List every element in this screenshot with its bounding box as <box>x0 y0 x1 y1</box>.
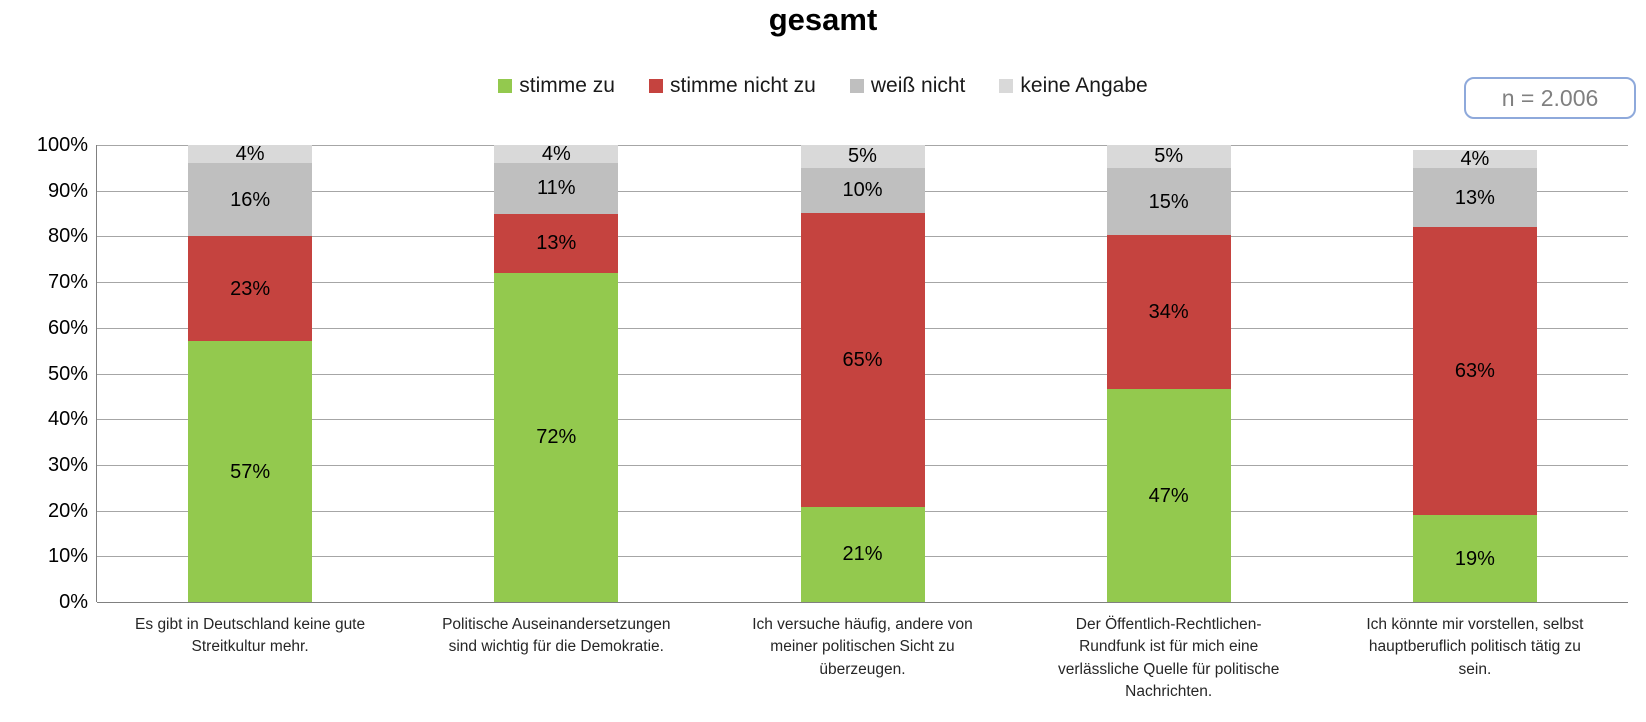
segment-value-label: 15% <box>1148 190 1189 213</box>
segment-value-label: 13% <box>536 232 577 255</box>
bar-segment: 15% <box>1106 167 1231 236</box>
y-tick-label: 50% <box>47 362 88 385</box>
y-tick-label: 60% <box>47 316 88 339</box>
legend: stimme zu stimme nicht zu weiß nicht keine … <box>0 74 1646 98</box>
y-tick-label: 10% <box>47 545 88 568</box>
legend-swatch-icon <box>648 79 663 93</box>
segment-value-label: 23% <box>230 277 271 300</box>
segment-value-label: 63% <box>1454 360 1495 383</box>
bar-segment: 63% <box>1412 227 1537 516</box>
segment-value-label: 4% <box>541 143 571 166</box>
bar-segment: 5% <box>1106 145 1231 168</box>
bar: 4% 16% 23% 57% <box>188 143 313 602</box>
legend-item-4: keine Angabe <box>999 74 1148 98</box>
bar-segment: 10% <box>800 167 925 213</box>
bar-segment: 11% <box>494 163 619 214</box>
segment-value-label: 13% <box>1454 186 1495 209</box>
category-label: Der Öffentlich-Rechtlichen- Rundfunk ist… <box>1057 616 1280 701</box>
segment-value-label: 16% <box>230 188 271 211</box>
segment-value-label: 21% <box>842 543 883 566</box>
segment-value-label: 34% <box>1148 301 1189 324</box>
bar-segment: 57% <box>188 341 313 602</box>
category-label: Politische Auseinandersetzungen sind wic… <box>442 616 671 656</box>
y-tick-label: 90% <box>47 179 88 202</box>
bar-segment: 23% <box>188 236 313 342</box>
bar-segment: 4% <box>188 143 313 166</box>
bar: 4% 11% 13% 72% <box>494 143 619 602</box>
bar-segment: 34% <box>1106 235 1231 390</box>
y-tick-label: 70% <box>47 271 88 294</box>
legend-swatch-icon <box>849 79 864 93</box>
legend-item-label: stimme nicht zu <box>669 74 816 97</box>
bar-segment: 13% <box>494 213 619 273</box>
segment-value-label: 5% <box>848 145 877 168</box>
bar-segment: 72% <box>494 272 619 602</box>
bar-segment: 4% <box>494 143 619 166</box>
x-axis-line <box>97 602 1628 603</box>
category-label: Es gibt in Deutschland keine gute Streit… <box>135 616 366 656</box>
y-axis-line <box>96 145 97 602</box>
bar-segment: 47% <box>1106 389 1231 602</box>
legend-item-label: stimme zu <box>519 74 615 97</box>
legend-swatch-icon <box>999 79 1014 93</box>
legend-swatch-icon <box>498 79 513 93</box>
bar-segment: 19% <box>1412 515 1537 602</box>
bar-segment: 5% <box>800 145 925 168</box>
category-label: Ich versuche häufig, andere von meiner p… <box>752 616 973 678</box>
bar: 4% 13% 63% 19% <box>1412 147 1537 602</box>
legend-item-label: keine Angabe <box>1020 74 1148 97</box>
legend-item-3: weiß nicht <box>849 74 966 98</box>
bar: 5% 10% 65% 21% <box>800 145 925 602</box>
segment-value-label: 72% <box>536 426 577 449</box>
segment-value-label: 19% <box>1454 547 1495 570</box>
bar-segment: 4% <box>1412 147 1537 170</box>
segment-value-label: 47% <box>1148 484 1189 507</box>
bar: 5% 15% 34% 47% <box>1106 145 1231 602</box>
bar-segment: 13% <box>1412 167 1537 228</box>
y-tick-label: 100% <box>36 134 88 156</box>
plot-area: 0% 10% 20% 30% 40% 50% 60% 70% 80% 90% 100% 4% 16% 23… <box>37 134 1628 613</box>
chart-title: gesamt <box>768 2 878 37</box>
bar-segment: 21% <box>800 506 925 602</box>
y-tick-label: 40% <box>47 408 88 431</box>
bar-segment: 65% <box>800 212 925 507</box>
segment-value-label: 10% <box>842 179 883 202</box>
legend-item-2: stimme nicht zu <box>648 74 816 98</box>
y-tick-label: 30% <box>47 453 88 476</box>
category-label: Ich könnte mir vorstellen, selbst hauptb… <box>1366 616 1584 678</box>
segment-value-label: 57% <box>230 460 271 483</box>
segment-value-label: 5% <box>1154 145 1184 168</box>
legend-item-label: weiß nicht <box>870 74 966 97</box>
y-tick-label: 20% <box>47 499 88 522</box>
segment-value-label: 65% <box>842 348 883 371</box>
category-axis-labels: Es gibt in Deutschland keine gute Streit… <box>97 614 1628 714</box>
y-tick-label: 0% <box>59 591 88 613</box>
segment-value-label: 4% <box>1460 147 1490 170</box>
segment-value-label: 11% <box>537 177 576 200</box>
segment-value-label: 4% <box>235 143 265 166</box>
y-tick-label: 80% <box>47 225 88 248</box>
sample-size-badge: n = 2.006 <box>1464 77 1636 119</box>
legend-item-1: stimme zu <box>498 74 615 98</box>
bar-segment: 16% <box>188 163 313 237</box>
